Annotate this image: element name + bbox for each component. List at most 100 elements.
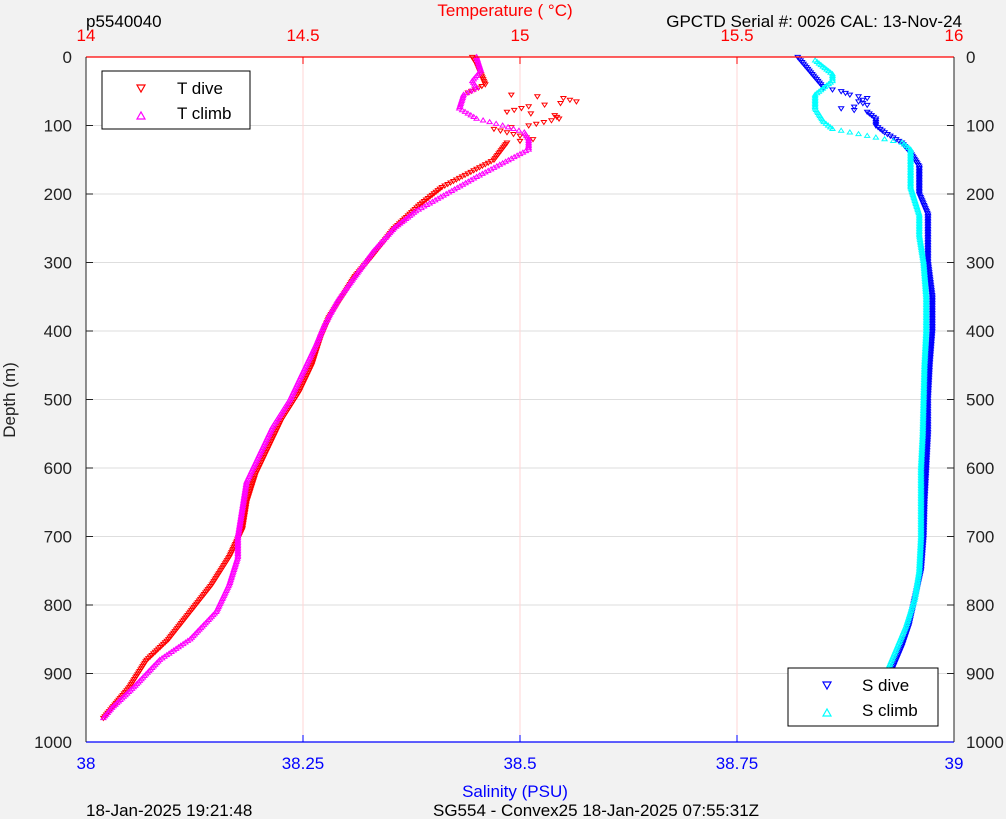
legend-salinity-box bbox=[787, 667, 939, 727]
data-point bbox=[859, 101, 867, 107]
data-point bbox=[824, 122, 832, 128]
data-point bbox=[490, 164, 498, 170]
data-point bbox=[854, 99, 863, 105]
data-point bbox=[461, 108, 469, 114]
legend-s-dive-label: S dive bbox=[862, 676, 909, 695]
data-point bbox=[499, 122, 507, 128]
data-point bbox=[170, 646, 178, 653]
data-point bbox=[181, 639, 190, 645]
depth-tick-label-left: 800 bbox=[44, 596, 72, 615]
data-point bbox=[507, 155, 515, 161]
data-point bbox=[519, 149, 527, 155]
data-point bbox=[540, 119, 548, 126]
depth-tick-label-left: 600 bbox=[44, 459, 72, 478]
data-point bbox=[464, 110, 472, 116]
data-point bbox=[167, 648, 175, 654]
data-point bbox=[547, 118, 555, 124]
data-point bbox=[846, 129, 854, 135]
data-point bbox=[434, 195, 442, 201]
temperature-tick-label: 16 bbox=[945, 26, 964, 45]
data-point bbox=[473, 84, 481, 90]
data-point bbox=[863, 132, 871, 138]
data-point bbox=[527, 111, 535, 117]
data-point bbox=[822, 120, 830, 126]
data-point bbox=[172, 645, 180, 651]
data-point bbox=[469, 86, 477, 92]
data-point bbox=[473, 173, 481, 179]
data-point bbox=[184, 637, 192, 643]
data-point bbox=[490, 126, 498, 133]
depth-tick-label-right: 1000 bbox=[966, 733, 1004, 752]
data-point bbox=[850, 107, 858, 114]
data-point bbox=[513, 152, 521, 158]
data-point bbox=[467, 111, 475, 118]
data-point bbox=[828, 75, 837, 82]
data-point bbox=[463, 89, 471, 96]
legend-s-dive-marker bbox=[821, 681, 833, 691]
data-point bbox=[177, 642, 185, 648]
depth-tick-label-left: 100 bbox=[44, 117, 72, 136]
salinity-tick-label: 38 bbox=[77, 754, 96, 773]
depth-tick-label-left: 700 bbox=[44, 528, 72, 547]
data-point bbox=[503, 130, 511, 136]
data-point bbox=[455, 105, 463, 111]
salinity-tick-label: 38.5 bbox=[503, 754, 536, 773]
plot-time: 18-Jan-2025 19:21:48 bbox=[86, 801, 252, 819]
data-point bbox=[828, 125, 837, 132]
data-point bbox=[470, 113, 478, 120]
depth-tick-label-left: 1000 bbox=[34, 733, 72, 752]
data-point bbox=[555, 116, 563, 122]
data-point bbox=[453, 184, 461, 190]
data-point bbox=[532, 121, 540, 128]
data-point bbox=[846, 92, 854, 98]
data-point bbox=[900, 141, 908, 147]
depth-axis-label: Depth (m) bbox=[0, 362, 19, 438]
temperature-tick-label: 15.5 bbox=[720, 26, 753, 45]
temperature-tick-label: 15 bbox=[511, 26, 530, 45]
data-point bbox=[486, 118, 494, 125]
data-point bbox=[820, 118, 828, 125]
salinity-tick-label: 39 bbox=[945, 754, 964, 773]
data-point bbox=[898, 139, 906, 145]
data-point bbox=[459, 181, 467, 187]
profile-id: p5540040 bbox=[86, 12, 162, 31]
data-point bbox=[516, 150, 524, 157]
grid bbox=[86, 57, 954, 742]
data-point bbox=[160, 653, 168, 659]
data-point bbox=[559, 96, 567, 102]
depth-tick-label-right: 600 bbox=[966, 459, 994, 478]
data-point bbox=[445, 189, 453, 195]
data-point bbox=[186, 635, 194, 642]
data-point bbox=[837, 106, 845, 112]
legend-s-climb-marker bbox=[821, 707, 833, 717]
data-point bbox=[493, 162, 501, 169]
depth-tick-label-left: 400 bbox=[44, 322, 72, 341]
data-point bbox=[481, 168, 489, 175]
data-point bbox=[572, 99, 580, 105]
data-point bbox=[478, 170, 486, 176]
data-point bbox=[504, 123, 512, 130]
depth-tick-label-right: 900 bbox=[966, 665, 994, 684]
legend-t-dive-label: T dive bbox=[177, 79, 223, 98]
axes: 0 0 100 100 200 200 300 300 400 400 500 500 600 600 70… bbox=[34, 26, 1004, 773]
data-point bbox=[854, 130, 863, 137]
legend-salinity: S dive S climb bbox=[787, 667, 939, 727]
data-point bbox=[510, 153, 518, 160]
data-point bbox=[456, 182, 464, 189]
legend-temperature-box bbox=[101, 70, 251, 130]
data-point bbox=[863, 96, 871, 102]
data-point bbox=[863, 102, 871, 109]
data-point bbox=[439, 192, 447, 198]
temperature-tick-label: 14.5 bbox=[286, 26, 319, 45]
data-point bbox=[529, 137, 537, 143]
data-point bbox=[470, 175, 478, 181]
data-point bbox=[502, 158, 510, 164]
data-point bbox=[479, 117, 487, 123]
data-point bbox=[426, 200, 434, 206]
data-point bbox=[516, 138, 524, 145]
depth-tick-label-left: 200 bbox=[44, 185, 72, 204]
legend-temperature: T dive T climb bbox=[101, 70, 251, 130]
salinity-axis-label: Salinity (PSU) bbox=[462, 782, 568, 801]
